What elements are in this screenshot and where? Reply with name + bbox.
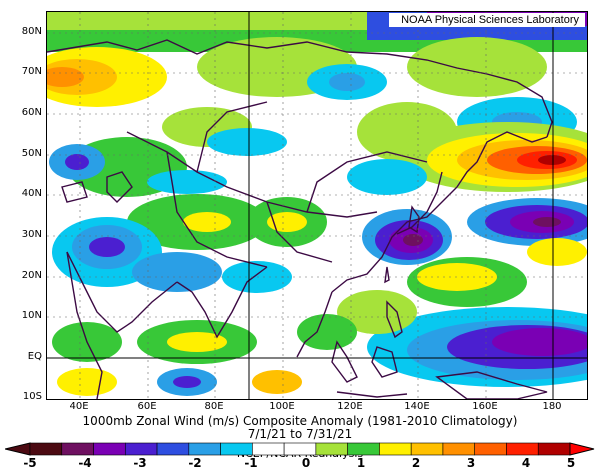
lon-label: 140E xyxy=(404,401,430,412)
colorbar-swatch xyxy=(124,442,158,456)
lat-label: 30N xyxy=(21,229,42,240)
anomaly-map xyxy=(47,12,587,399)
lat-label: EQ xyxy=(27,351,42,362)
colorbar-tick: -4 xyxy=(78,456,92,470)
credit-label: NOAA Physical Sciences Laboratory xyxy=(389,13,585,27)
lat-label: 20N xyxy=(21,270,42,281)
lat-label: 50N xyxy=(21,148,42,159)
colorbar-tick: 0 xyxy=(301,456,311,470)
lon-label: 160E xyxy=(472,401,498,412)
coastlines xyxy=(47,39,553,399)
colorbar-swatch xyxy=(283,442,317,456)
lat-label: 10S xyxy=(22,391,42,402)
map-title: 1000mb Zonal Wind (m/s) Composite Anomal… xyxy=(82,414,518,428)
colorbar-swatch xyxy=(93,442,126,456)
lon-label: 120E xyxy=(337,401,363,412)
colorbar-swatch xyxy=(61,442,94,456)
colorbar-swatch xyxy=(347,442,380,456)
colorbar-right-arrow xyxy=(569,442,595,456)
colorbar-swatch xyxy=(220,442,253,456)
colorbar-tick: 3 xyxy=(466,456,476,470)
colorbar xyxy=(5,442,595,456)
lon-label: 100E xyxy=(269,401,295,412)
colorbar-tick: 5 xyxy=(566,456,576,470)
colorbar-tick: -2 xyxy=(188,456,202,470)
colorbar-swatch xyxy=(315,442,348,456)
colorbar-swatch xyxy=(474,442,507,456)
bounding-box-lines xyxy=(47,12,587,399)
lon-label: 180 xyxy=(542,401,562,412)
lat-label: 10N xyxy=(21,310,42,321)
lat-label: 70N xyxy=(21,66,42,77)
colorbar-tick: -5 xyxy=(23,456,37,470)
colorbar-tick: -3 xyxy=(133,456,147,470)
gridlines xyxy=(47,12,587,399)
lon-label: 80E xyxy=(204,401,224,412)
colorbar-swatch xyxy=(252,442,285,456)
lat-label: 60N xyxy=(21,107,42,118)
lat-label: 80N xyxy=(21,26,42,37)
colorbar-tick: 2 xyxy=(411,456,421,470)
lon-label: 60E xyxy=(137,401,157,412)
map-frame: NOAA Physical Sciences Laboratory xyxy=(46,11,588,400)
colorbar-left-arrow xyxy=(5,442,31,456)
colorbar-tick: 4 xyxy=(521,456,531,470)
colorbar-tick: 1 xyxy=(356,456,366,470)
colorbar-swatch xyxy=(188,442,221,456)
colorbar-swatch xyxy=(506,442,539,456)
colorbar-swatch xyxy=(537,442,571,456)
lat-label: 40N xyxy=(21,188,42,199)
colorbar-swatch xyxy=(379,442,412,456)
anomaly-field xyxy=(47,12,587,399)
colorbar-swatch xyxy=(410,442,444,456)
colorbar-swatch xyxy=(442,442,476,456)
colorbar-swatch xyxy=(29,442,63,456)
lon-label: 40E xyxy=(69,401,89,412)
date-range: 7/1/21 to 7/31/21 xyxy=(247,427,353,441)
colorbar-swatch xyxy=(156,442,190,456)
colorbar-tick: -1 xyxy=(244,456,258,470)
